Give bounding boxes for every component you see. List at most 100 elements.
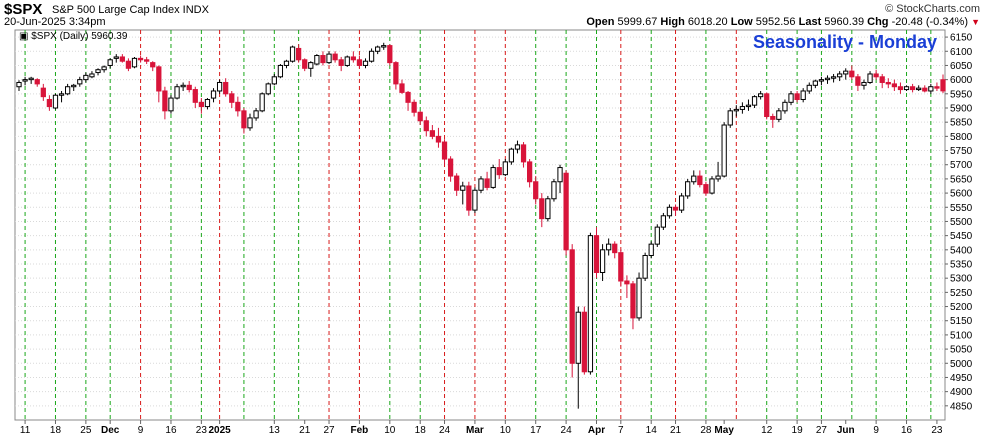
open-label: Open bbox=[586, 16, 615, 28]
quote-values: Open 5999.67 High 6018.20 Low 5952.56 La… bbox=[586, 16, 980, 28]
candle-body bbox=[733, 108, 739, 112]
candle-body bbox=[71, 84, 77, 88]
x-tick-label: Dec bbox=[101, 425, 120, 436]
candle-body bbox=[715, 175, 721, 180]
candle-body bbox=[150, 62, 156, 68]
candle-body bbox=[235, 101, 241, 112]
candle-body bbox=[666, 206, 673, 217]
candle-body bbox=[794, 93, 800, 100]
last-value: 5960.39 bbox=[824, 16, 865, 28]
x-tick-label: 9 bbox=[873, 425, 879, 436]
x-tick-label: 11 bbox=[20, 425, 31, 436]
y-tick-label: 4850 bbox=[950, 401, 973, 412]
candle-body bbox=[387, 45, 393, 64]
y-tick-label: 5700 bbox=[950, 160, 973, 171]
candle-body bbox=[758, 93, 764, 98]
candle-body bbox=[891, 83, 897, 88]
candle-body bbox=[435, 135, 442, 143]
candle-body bbox=[16, 81, 22, 88]
x-tick-label: 23 bbox=[196, 425, 208, 436]
y-tick-label: 5150 bbox=[950, 316, 973, 327]
candle-body bbox=[703, 184, 709, 194]
x-tick-label: 24 bbox=[561, 425, 573, 436]
candle-body bbox=[253, 110, 259, 119]
y-tick-label: 4950 bbox=[950, 373, 973, 384]
high-label: High bbox=[660, 16, 685, 28]
candle-body bbox=[162, 90, 168, 112]
candle-body bbox=[113, 56, 119, 59]
candle-body bbox=[302, 59, 308, 69]
y-tick-label: 5600 bbox=[950, 189, 973, 200]
x-tick-label: 23 bbox=[931, 425, 943, 436]
candle-body bbox=[466, 185, 472, 211]
x-tick-label: 16 bbox=[901, 425, 913, 436]
candle-body bbox=[654, 226, 660, 245]
x-tick-label: 9 bbox=[138, 425, 144, 436]
brand-label[interactable]: © StockCharts.com bbox=[885, 3, 980, 15]
candle-body bbox=[496, 167, 502, 176]
y-tick-label: 5100 bbox=[950, 330, 973, 341]
candle-body bbox=[89, 73, 95, 78]
candle-body bbox=[812, 80, 818, 86]
candle-body bbox=[520, 144, 527, 163]
candle-body bbox=[192, 89, 198, 103]
candle-body bbox=[125, 60, 132, 69]
high-value: 6018.20 bbox=[687, 16, 728, 28]
candle-body bbox=[818, 79, 825, 82]
candle-body bbox=[381, 45, 387, 48]
candle-body bbox=[320, 55, 326, 64]
seasonality-annotation: Seasonality - Monday bbox=[753, 32, 937, 52]
x-tick-label: 10 bbox=[384, 425, 396, 436]
candle-body bbox=[934, 86, 940, 89]
candle-body bbox=[423, 120, 429, 132]
candle-body bbox=[107, 59, 113, 66]
candle-body bbox=[119, 56, 125, 62]
candle-body bbox=[174, 86, 180, 99]
candle-body bbox=[241, 110, 247, 129]
candle-body bbox=[855, 76, 861, 86]
x-tick-label: 2025 bbox=[208, 425, 231, 436]
candle-body bbox=[764, 93, 770, 118]
candle-body bbox=[441, 141, 448, 160]
low-value: 5952.56 bbox=[755, 16, 796, 28]
x-tick-label: 18 bbox=[415, 425, 427, 436]
y-tick-label: 5450 bbox=[950, 231, 973, 242]
y-tick-label: 6150 bbox=[950, 33, 973, 44]
candle-body bbox=[593, 235, 600, 274]
candle-body bbox=[782, 101, 788, 112]
candle-body bbox=[447, 158, 454, 177]
candle-body bbox=[296, 47, 302, 61]
y-tick-label: 5500 bbox=[950, 217, 973, 228]
x-tick-label: 17 bbox=[530, 425, 542, 436]
candle-body bbox=[368, 50, 375, 62]
x-tick-label: 14 bbox=[646, 425, 658, 436]
y-tick-label: 5350 bbox=[950, 260, 973, 271]
y-tick-label: 5300 bbox=[950, 274, 973, 285]
candle-body bbox=[210, 90, 217, 99]
candle-body bbox=[830, 76, 837, 79]
candle-body bbox=[575, 311, 581, 364]
candle-body bbox=[776, 110, 782, 120]
y-tick-label: 5900 bbox=[950, 104, 973, 115]
candle-body bbox=[897, 86, 904, 91]
candle-body bbox=[265, 83, 271, 95]
y-tick-label: 5650 bbox=[950, 174, 973, 185]
candle-body bbox=[137, 57, 144, 61]
candle-body bbox=[131, 57, 138, 68]
candle-body bbox=[879, 76, 885, 83]
candle-body bbox=[599, 249, 606, 274]
candle-body bbox=[508, 148, 515, 163]
candle-body bbox=[289, 46, 296, 62]
candle-body bbox=[587, 235, 594, 373]
y-tick-label: 5250 bbox=[950, 288, 973, 299]
candle-body bbox=[362, 60, 369, 66]
candle-body bbox=[751, 96, 758, 106]
x-tick-label: 24 bbox=[439, 425, 451, 436]
candle-body bbox=[34, 79, 40, 85]
candle-body bbox=[429, 130, 435, 137]
candle-body bbox=[843, 70, 849, 75]
candle-body bbox=[630, 283, 636, 319]
candle-body bbox=[28, 77, 34, 81]
candle-body bbox=[460, 185, 466, 191]
candle-body bbox=[648, 243, 654, 256]
